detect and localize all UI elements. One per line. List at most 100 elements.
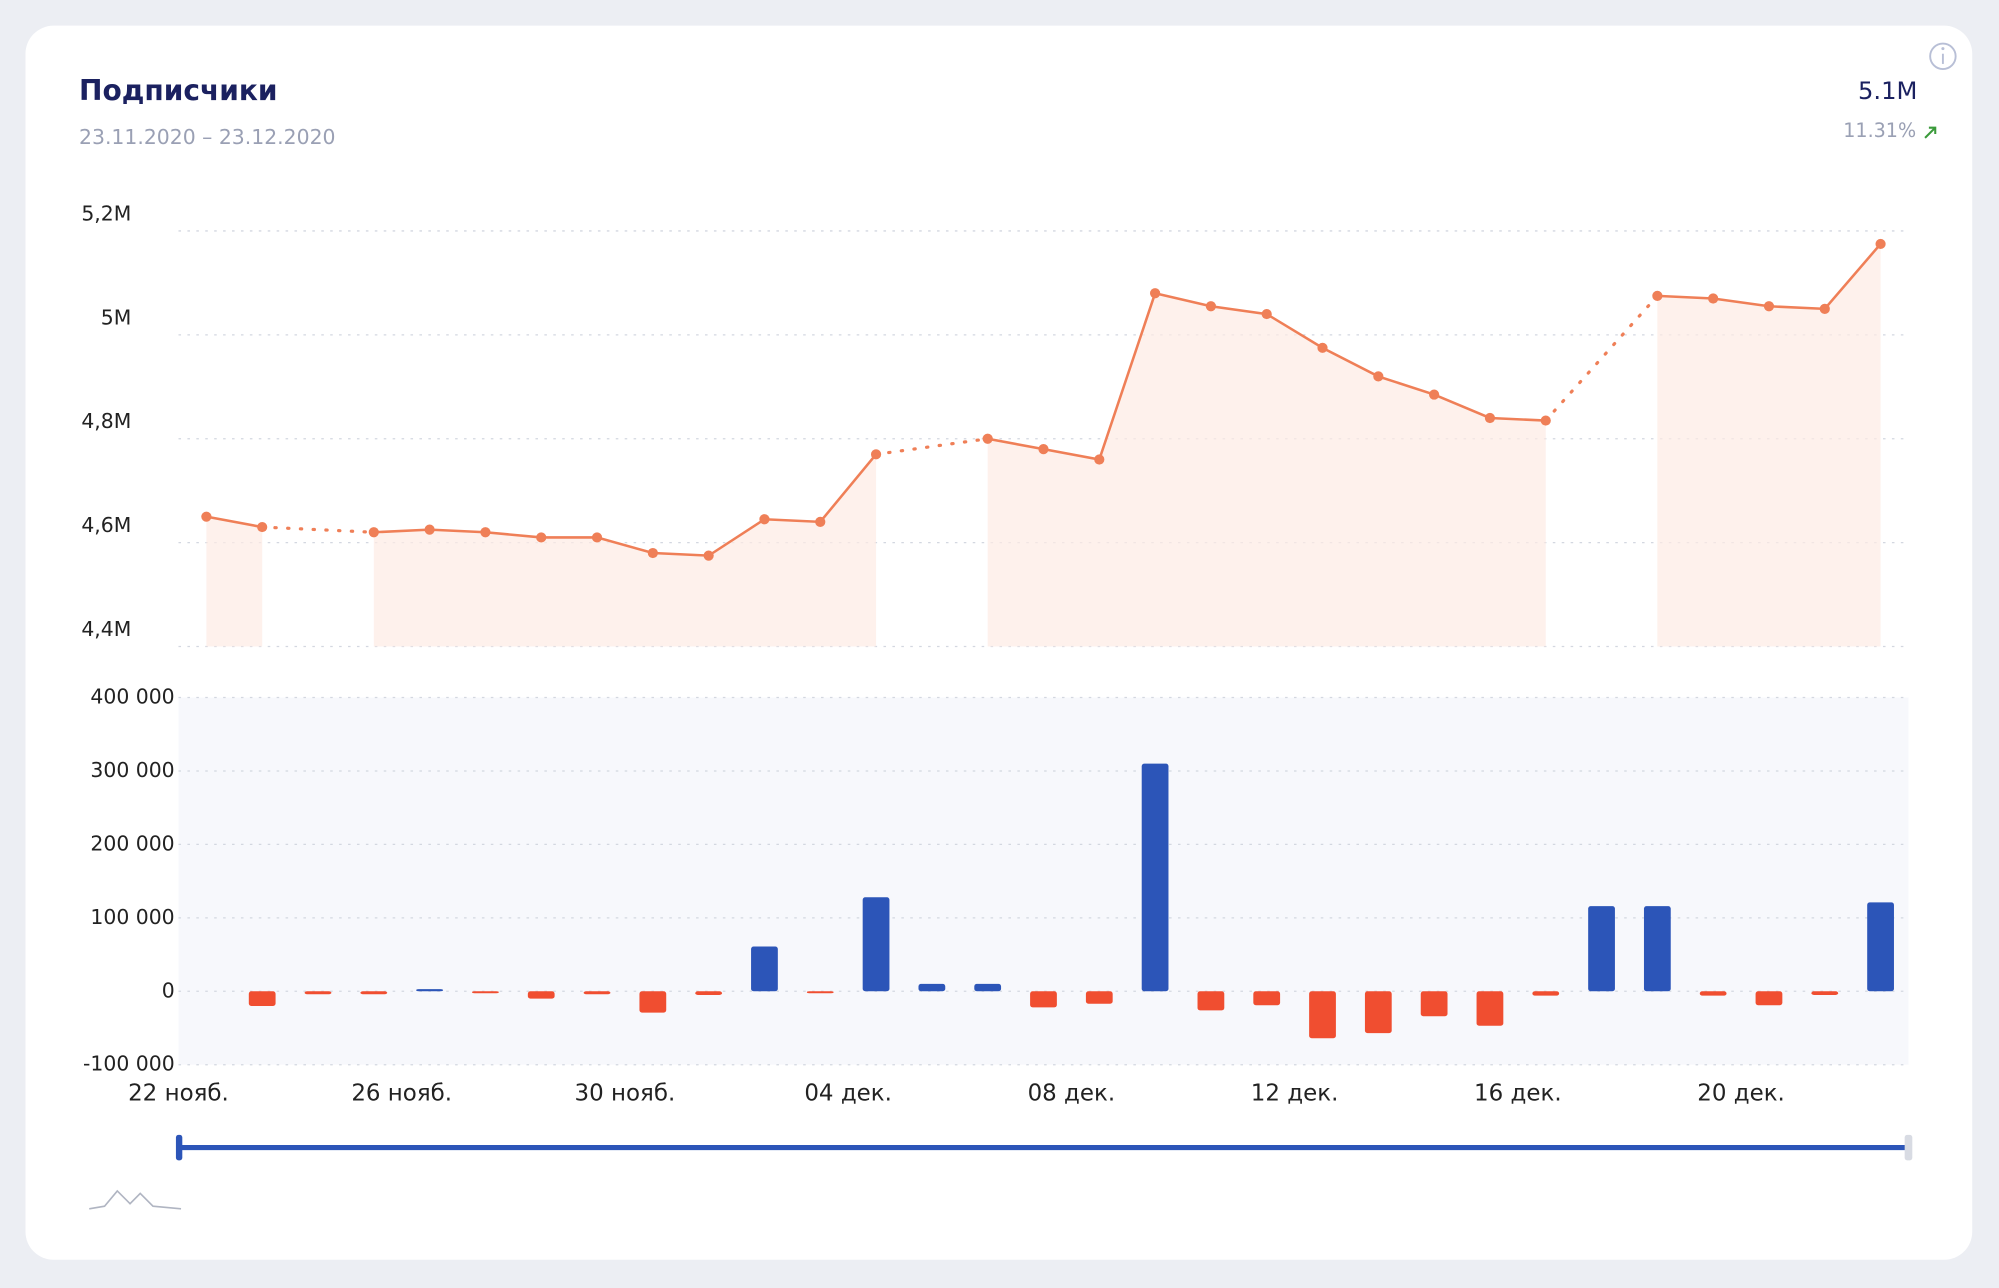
point	[1540, 415, 1551, 426]
bar	[1197, 991, 1225, 1011]
point	[536, 532, 547, 543]
bar	[527, 991, 555, 999]
line	[373, 453, 878, 557]
bar	[1811, 991, 1839, 995]
bar-plot-bg	[178, 697, 1909, 1065]
y-tick-label: -100 000	[83, 1052, 175, 1076]
point	[1261, 308, 1272, 320]
bar	[1476, 991, 1504, 1026]
point	[870, 449, 882, 460]
point	[1317, 342, 1328, 353]
bar	[304, 991, 332, 995]
point	[591, 532, 603, 543]
chart-type-icon[interactable]	[89, 1189, 182, 1210]
point	[480, 527, 491, 538]
slider-handle-right[interactable]	[1904, 1134, 1913, 1161]
plots: 4,4M 4,6M 4,8M 5M 5,2M -100 000 0 100 000 200 00…	[81, 201, 1909, 1107]
point	[1484, 412, 1496, 424]
bar	[695, 991, 723, 995]
line	[206, 515, 263, 529]
bar	[248, 991, 276, 1006]
info-icon[interactable]	[1929, 42, 1957, 70]
point	[815, 516, 826, 527]
point	[1094, 454, 1105, 465]
bar	[1030, 991, 1057, 1008]
bar	[1085, 991, 1113, 1004]
area	[1657, 243, 1881, 647]
bar	[1643, 906, 1671, 992]
point	[1373, 371, 1384, 382]
point	[1205, 301, 1217, 312]
point	[703, 550, 714, 561]
area	[206, 516, 263, 647]
point	[1149, 288, 1161, 299]
info-dot	[1941, 47, 1945, 51]
bar	[472, 991, 499, 994]
point	[1038, 444, 1049, 455]
bar	[806, 991, 834, 994]
y-tick-label: 5,2M	[81, 201, 131, 225]
point	[1652, 290, 1663, 301]
y-tick-label: 5M	[101, 305, 132, 329]
bar	[583, 991, 611, 995]
point	[647, 547, 658, 559]
point	[424, 524, 435, 535]
bar	[1309, 991, 1336, 1039]
y-tick-label: 4,4M	[81, 617, 131, 641]
bar	[639, 991, 667, 1013]
subtitle: 23.11.2020 – 23.12.2020	[79, 125, 335, 149]
x-tick-label: 20 дек.	[1697, 1081, 1785, 1107]
x-tick-label: 22 нояб.	[128, 1081, 229, 1107]
gap-connector	[1544, 294, 1659, 423]
y-tick-label: 100 000	[90, 905, 174, 929]
bar	[1699, 991, 1727, 996]
y-tick-label: 0	[162, 978, 175, 1002]
info-circle	[1929, 42, 1957, 70]
point	[257, 521, 268, 533]
point	[1875, 238, 1886, 250]
bar	[1253, 991, 1281, 1006]
x-tick-label: 16 дек.	[1474, 1081, 1562, 1107]
point	[1429, 389, 1440, 400]
x-tick-label: 08 дек.	[1028, 1081, 1116, 1107]
bar	[918, 983, 946, 992]
range-slider[interactable]	[175, 1134, 1913, 1161]
point	[201, 511, 212, 522]
y-tick-label: 200 000	[90, 831, 174, 855]
point	[368, 527, 379, 538]
bar	[1588, 906, 1615, 992]
total: 5.1M	[1858, 77, 1917, 105]
title: Подписчики	[79, 74, 278, 107]
bar	[360, 991, 388, 995]
bar	[862, 897, 890, 992]
bar	[1141, 763, 1169, 992]
y-tick-label: 400 000	[90, 685, 174, 709]
bar	[974, 983, 1002, 992]
bar	[1364, 991, 1392, 1034]
x-tick-label: 26 нояб.	[351, 1081, 452, 1107]
bar	[751, 946, 778, 992]
trend-arrow	[1924, 126, 1937, 139]
point	[1763, 301, 1775, 312]
bar	[1867, 902, 1894, 992]
bar	[1532, 991, 1560, 996]
y-tick-label: 4,6M	[81, 513, 131, 537]
y-tick-label: 300 000	[90, 758, 174, 782]
bar	[416, 989, 443, 992]
y-tick-label: 4,8M	[81, 409, 131, 433]
point	[759, 514, 770, 525]
x-tick-label: 12 дек.	[1251, 1081, 1339, 1107]
point	[1819, 303, 1830, 314]
area	[373, 454, 877, 647]
x-tick-label: 30 нояб.	[575, 1081, 676, 1107]
area	[987, 293, 1546, 647]
point	[982, 433, 993, 444]
x-tick-label: 04 дек.	[804, 1081, 892, 1107]
bar	[1420, 991, 1448, 1017]
change: 11.31%	[1843, 119, 1916, 142]
point	[1708, 293, 1719, 304]
bar	[1755, 991, 1783, 1006]
slider-handle-left[interactable]	[175, 1134, 183, 1161]
